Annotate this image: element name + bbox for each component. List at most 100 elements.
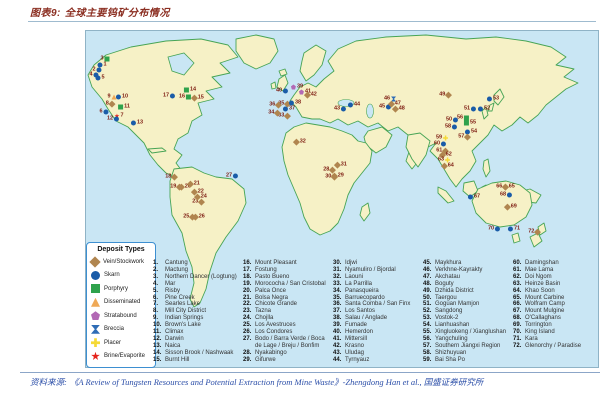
- deposit-marker: 45: [379, 104, 392, 110]
- deposit-name: Bodo / Barra Verde / Boca de Lage / Brej…: [255, 335, 325, 349]
- deposit-marker: 11: [118, 104, 130, 110]
- deposit-marker-number: 37: [288, 105, 296, 112]
- legend-item: Stratabound: [91, 309, 151, 323]
- deposit-list-item: 21. Bolsa Negra: [243, 295, 331, 302]
- deposit-name: Bolsa Negra: [255, 294, 289, 301]
- deposit-marker-number: 48: [398, 105, 405, 112]
- deposit-name: Kara: [525, 335, 538, 342]
- deposit-name: Fostung: [255, 266, 277, 273]
- deposit-number: 59.: [423, 356, 432, 363]
- deposit-list-item: 44. Tyrnyauz: [333, 357, 421, 364]
- deposit-column: 16. Mount Pleasant 17. Fostung 18. Pasto Buen…: [243, 260, 331, 364]
- deposit-number: 70.: [513, 329, 522, 336]
- deposit-number: 71.: [513, 335, 522, 342]
- deposit-list-item: 66. Wolfram Camp: [513, 301, 600, 308]
- deposit-list-item: 60. Damingshan: [513, 260, 600, 267]
- diamond-icon: [191, 94, 198, 102]
- legend-item-label: Skarn: [104, 272, 120, 279]
- deposit-number: 52.: [423, 308, 432, 315]
- deposit-list-item: 16. Mount Pleasant: [243, 260, 331, 267]
- deposit-list-item: 1. Cantung: [153, 260, 241, 267]
- deposit-marker-number: 15: [197, 94, 204, 101]
- deposit-number: 56.: [423, 335, 432, 342]
- deposit-marker-number: 53: [492, 95, 500, 102]
- deposit-number: 49.: [423, 287, 432, 294]
- legend-items: Vein/Stockwork Skarn Porphyry Disseminated S…: [89, 255, 151, 363]
- world-map: 1 2 3 4 5 6 7 8 9 10 11 12 13 14 15 16 17 18 19 20 21 22 23 24 2…: [85, 30, 599, 368]
- circle-icon: [95, 75, 101, 81]
- deposit-marker-number: 65: [508, 183, 515, 190]
- deposit-marker: 12: [106, 115, 120, 122]
- deposit-marker-number: 31: [340, 161, 347, 168]
- deposit-number: 32.: [333, 273, 342, 280]
- deposit-marker-number: 12: [106, 115, 114, 122]
- circle-icon: [464, 129, 470, 135]
- deposit-name: Sisson Brook / Nashwaak: [165, 349, 234, 356]
- legend-item: Vein/Stockwork: [89, 255, 151, 269]
- deposit-name: Naica: [165, 342, 181, 349]
- deposit-list-item: 55. Xingluokeng / Xianglushan: [423, 329, 511, 336]
- deposit-list-item: 34. Panasqueira: [333, 288, 421, 295]
- deposit-name: Mactung: [165, 266, 189, 273]
- deposit-list-item: 32. Laouni: [333, 274, 421, 281]
- deposit-marker: 58: [445, 124, 458, 130]
- deposit-list-item: 12. Darwin: [153, 336, 241, 343]
- circle-icon: [341, 106, 347, 112]
- deposit-marker: 55: [463, 120, 476, 126]
- deposit-name: Yangchuling: [435, 335, 468, 342]
- square-icon: [118, 104, 124, 110]
- deposit-marker: 6: [99, 109, 109, 115]
- deposit-marker-number: 52: [483, 105, 491, 112]
- deposit-marker-number: 71: [513, 225, 521, 232]
- deposit-list-item: 29. Gifurwe: [243, 357, 331, 364]
- deposit-marker: 37: [282, 105, 296, 112]
- deposit-marker-number: 70: [487, 225, 495, 232]
- world-map-landmass: [87, 34, 579, 308]
- deposit-marker-number: 61: [436, 147, 443, 154]
- deposit-number: 6.: [153, 294, 159, 301]
- deposit-name: Taergou: [435, 294, 457, 301]
- square-icon: [463, 120, 469, 126]
- deposit-marker: 1: [97, 62, 107, 68]
- deposit-marker: 46: [384, 96, 397, 102]
- deposit-name: Indian Springs: [165, 315, 204, 322]
- deposit-number: 4.: [153, 280, 159, 287]
- deposit-list-item: 24. Chojlla: [243, 315, 331, 322]
- hourglass-icon: [91, 324, 100, 334]
- deposit-number: 61.: [513, 266, 522, 273]
- diamond-icon: [504, 203, 511, 211]
- diamond-icon: [192, 213, 199, 221]
- deposit-marker-number: 9: [107, 93, 111, 100]
- legend-item: Porphyry: [91, 282, 151, 296]
- deposit-number: 35.: [333, 294, 342, 301]
- deposit-list-item: 49. Dzhida District: [423, 288, 511, 295]
- deposit-marker: 29: [331, 173, 344, 180]
- circle-icon: [115, 94, 121, 100]
- deposit-list-item: 50. Taergou: [423, 295, 511, 302]
- deposit-name: Boguty: [435, 280, 454, 287]
- deposit-number: 1.: [153, 260, 159, 266]
- deposit-marker: 63: [437, 156, 451, 163]
- deposit-number: 55.: [423, 329, 432, 336]
- deposit-name: Laouni: [345, 273, 364, 280]
- deposit-name: Mount Carbine: [525, 294, 565, 301]
- deposit-marker-number: 33: [278, 112, 285, 119]
- diamond-icon: [534, 228, 541, 236]
- deposit-list-item: 37. Los Santos: [333, 308, 421, 315]
- deposit-marker-number: 13: [136, 119, 144, 126]
- deposit-number: 48.: [423, 280, 432, 287]
- deposit-name: Palca Once: [255, 287, 287, 294]
- deposit-marker-number: 54: [470, 128, 478, 135]
- deposit-number: 3.: [153, 273, 159, 280]
- deposit-marker-number: 63: [437, 156, 445, 163]
- deposit-list-item: 58. Shizhuyuan: [423, 350, 511, 357]
- deposit-name: Bai Sha Po: [435, 356, 466, 363]
- deposit-marker: 30: [325, 174, 338, 181]
- pentagon-icon: [298, 89, 304, 95]
- deposit-number: 23.: [243, 308, 252, 315]
- deposit-list-item: 71. Kara: [513, 336, 600, 343]
- deposit-marker-number: 25: [183, 213, 190, 220]
- deposit-name: Akchatau: [435, 273, 461, 280]
- deposit-number: 53.: [423, 315, 432, 322]
- diamond-icon: [274, 109, 281, 117]
